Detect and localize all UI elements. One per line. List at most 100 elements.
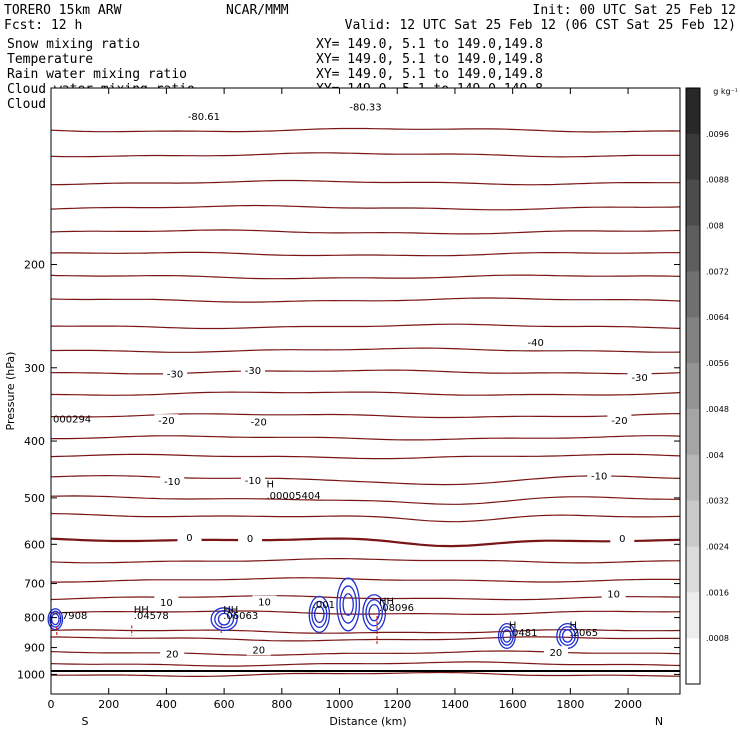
- field-xy: XY= 149.0, 5.1 to 149.0,149.8: [316, 52, 543, 67]
- contour-label-bg: [238, 532, 263, 545]
- colorbar-label: .0048: [706, 405, 729, 414]
- extrema-label: .0481: [509, 628, 538, 639]
- isotherm-line: [50, 512, 681, 523]
- x-tick-label: 600: [214, 698, 235, 711]
- cloud-water-contour: [336, 577, 361, 632]
- x-tick-label: 800: [271, 698, 292, 711]
- contour-label-bg: [240, 364, 265, 377]
- cloud-water-contour: [49, 610, 62, 628]
- y-tick-label: 400: [24, 435, 45, 448]
- colorbar-swatch: [686, 271, 700, 318]
- extrema-label: HH: [379, 597, 394, 608]
- contour-label: 20: [252, 645, 265, 656]
- cloud-water-contour: [214, 609, 235, 629]
- colorbar-swatch: [686, 88, 700, 135]
- isotherm-line: [50, 127, 681, 133]
- colorbar-swatch: [686, 363, 700, 410]
- cloud-water-contour: [47, 608, 64, 631]
- contour-label: -20: [158, 416, 174, 427]
- contour-label-bg: [246, 643, 271, 656]
- isotherm-line: [50, 661, 681, 667]
- extrema-label: .2065: [569, 628, 598, 639]
- isotherm-line: [50, 537, 681, 548]
- x-axis: 0 200 400 600 800 1000 1200 1400 1600 1800 2000: [48, 88, 642, 711]
- contour-label: -20: [251, 418, 267, 429]
- x-tick-label: 1000: [326, 698, 354, 711]
- field-xy: XY= 149.0, 5.1 to 149.0,149.8: [316, 67, 543, 82]
- isotherm-line: [50, 629, 681, 634]
- contour-label: -10: [164, 477, 180, 488]
- contour-label: -30: [245, 366, 261, 377]
- colorbar-label: .0072: [706, 267, 729, 276]
- colorbar-label: .008: [706, 222, 724, 231]
- extrema-label: .001: [313, 600, 335, 611]
- contour-label: -10: [591, 472, 607, 483]
- contour-label: 20: [550, 648, 563, 659]
- isotherm-contours: [50, 127, 681, 677]
- y-tick-label: 800: [24, 612, 45, 625]
- isotherm-line: [51, 391, 681, 396]
- plot-area: -80.61 -80.33 -40 -30 -30 -30 -20 -20 -20 -10 -10 -…: [17, 87, 681, 711]
- cloud-water-contour: [561, 629, 574, 643]
- contour-label: -10: [245, 476, 261, 487]
- isotherm-line: [50, 251, 681, 257]
- contour-label-bg: [240, 474, 265, 487]
- extrema-label: .00005404: [267, 491, 321, 502]
- contour-label-bg: [163, 367, 188, 380]
- colorbar-swatch: [686, 546, 700, 593]
- x-axis-label: Distance (km): [329, 715, 406, 728]
- forecast-hour: Fcst: 12 h: [4, 18, 82, 33]
- rain-contours: [56, 615, 378, 645]
- isotherm-line: [50, 650, 681, 656]
- isotherm-line: [50, 229, 681, 235]
- contour-label: 0: [247, 534, 253, 545]
- plot-frame: [50, 87, 681, 695]
- x-tick-label: 2000: [614, 698, 642, 711]
- contour-label-bg: [160, 647, 185, 660]
- extrema-label: 000294: [53, 415, 91, 426]
- extrema-label: .06063: [223, 611, 258, 622]
- y-tick-label: 300: [24, 362, 45, 375]
- colorbar-unit: g kg⁻¹: [713, 87, 738, 96]
- cloud-water-contours: [47, 577, 579, 649]
- colorbar-label: .0088: [706, 176, 729, 185]
- contour-label-bg: [601, 587, 626, 600]
- isotherm-line: [50, 152, 681, 158]
- colorbar-label: .004: [706, 451, 724, 460]
- colorbar: g kg⁻¹ .0096 .0088 .008 .0072 .0064 .0056 .0048…: [685, 87, 738, 685]
- field-name: Rain water mixing ratio: [7, 67, 187, 82]
- cloud-water-contour: [210, 607, 238, 632]
- center-name: NCAR/MMM: [226, 3, 289, 18]
- extrema-label: .7908: [59, 611, 88, 622]
- contour-label: 0: [186, 533, 192, 544]
- valid-time: Valid: 12 UTC Sat 25 Feb 12 (06 CST Sat …: [345, 18, 736, 33]
- x-tick-label: 1400: [441, 698, 469, 711]
- extrema-label: H: [267, 479, 275, 490]
- contour-label: -40: [528, 338, 544, 349]
- isotherm-line: [50, 369, 681, 375]
- colorbar-label: .0056: [706, 359, 729, 368]
- field-name: Temperature: [7, 52, 93, 67]
- extrema-labels: 000294H.00005404.7908HH.04578HH.06063.00…: [53, 415, 598, 639]
- y-tick-label: 600: [24, 538, 45, 551]
- isotherm-line: [50, 179, 680, 186]
- isotherm-line: [50, 577, 681, 583]
- contour-label: -30: [167, 369, 183, 380]
- model-title: TORERO 15km ARW: [4, 3, 122, 18]
- cloud-water-contour: [50, 613, 60, 626]
- cloud-water-contour: [368, 604, 380, 622]
- colorbar-frame: [685, 87, 701, 685]
- contour-label-bg: [627, 370, 652, 383]
- contour-label-bg: [353, 100, 378, 113]
- colorbar-label: .0008: [706, 634, 729, 643]
- contour-label-bg: [154, 414, 179, 427]
- contour-label-bg: [191, 109, 216, 122]
- colorbar-swatch: [686, 638, 700, 685]
- colorbar-swatch: [686, 408, 700, 456]
- cloud-water-contour: [342, 593, 354, 616]
- x-axis-right-end-label: N: [655, 715, 663, 728]
- cloud-water-contour: [362, 594, 387, 632]
- x-tick-label: 200: [98, 698, 119, 711]
